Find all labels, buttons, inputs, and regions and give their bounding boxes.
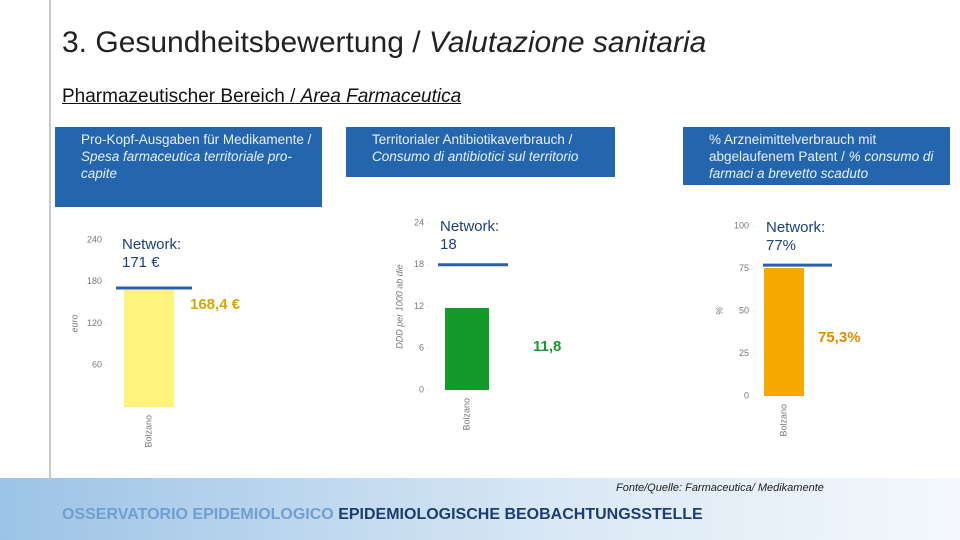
value-label: 168,4 € — [190, 296, 241, 313]
chart-title-de: Territorialer Antibiotikaverbrauch / — [372, 132, 573, 147]
chart-title-it: % consumo di farmaci a brevetto scaduto — [709, 149, 934, 181]
y-tick-label: 180 — [87, 276, 102, 286]
bar — [124, 289, 174, 407]
chart-title-it: Spesa farmaceutica territoriale pro-capi… — [81, 149, 292, 181]
footer-de: EPIDEMIOLOGISCHE BEOBACHTUNGSSTELLE — [338, 506, 703, 523]
footer-band — [0, 478, 960, 540]
footer-it: OSSERVATORIO EPIDEMIOLOGICO — [62, 506, 334, 523]
y-tick-label: 6 — [419, 343, 424, 353]
y-tick-label: 12 — [414, 301, 424, 311]
chart-title-box: Pro-Kopf-Ausgaben für Medikamente / Spes… — [55, 127, 322, 207]
subtitle: Pharmazeutischer Bereich / Area Farmaceu… — [62, 86, 461, 108]
x-tick-label: Bolzano — [143, 415, 153, 448]
y-tick-label: 25 — [739, 348, 749, 358]
y-axis-label: % — [714, 307, 724, 315]
value-label: 75,3% — [818, 329, 861, 346]
chart-title-de: Pro-Kopf-Ausgaben für Medikamente / — [81, 132, 312, 147]
y-tick-label: 240 — [87, 234, 102, 244]
chart-title-box: Territorialer Antibiotikaverbrauch / Con… — [346, 127, 615, 177]
y-tick-label: 120 — [87, 318, 102, 328]
bar — [764, 267, 804, 396]
title: 3. Gesundheitsbewertung / Valutazione sa… — [62, 26, 706, 60]
y-tick-label: 100 — [734, 220, 749, 230]
source: Fonte/Quelle: Farmaceutica/ Medikamente — [616, 482, 824, 494]
value-label: 11,8 — [533, 338, 562, 355]
chart-title-box: % Arzneimittelverbrauch mit abgelaufenem… — [683, 127, 950, 185]
y-tick-label: 0 — [744, 390, 749, 400]
bar — [445, 307, 489, 390]
y-tick-label: 24 — [414, 217, 424, 227]
subtitle-de: Pharmazeutischer Bereich / — [62, 86, 296, 107]
subtitle-it: Area Farmaceutica — [300, 86, 462, 107]
chart-title-de: % Arzneimittelverbrauch mit abgelaufenem… — [709, 132, 877, 164]
x-tick-label: Bolzano — [461, 398, 471, 431]
y-tick-label: 18 — [414, 259, 424, 269]
x-tick-label: Bolzano — [778, 404, 788, 437]
footer: OSSERVATORIO EPIDEMIOLOGICO EPIDEMIOLOGI… — [62, 506, 703, 524]
y-tick-label: 50 — [739, 305, 749, 315]
y-axis-label: DDD per 1000 ab die — [394, 264, 404, 349]
chart-title-it: Consumo di antibiotici sul territorio — [372, 149, 579, 164]
y-tick-label: 60 — [92, 360, 102, 370]
title-it: Valutazione sanitaria — [428, 26, 707, 59]
y-tick-label: 0 — [419, 384, 424, 394]
y-tick-label: 75 — [739, 263, 749, 273]
reference-label: Network: 18 — [440, 218, 500, 253]
reference-label: Network: 77% — [766, 219, 826, 254]
y-axis-label: euro — [69, 314, 79, 332]
title-de: 3. Gesundheitsbewertung / — [62, 26, 421, 59]
reference-label: Network: 171 € — [122, 236, 182, 271]
